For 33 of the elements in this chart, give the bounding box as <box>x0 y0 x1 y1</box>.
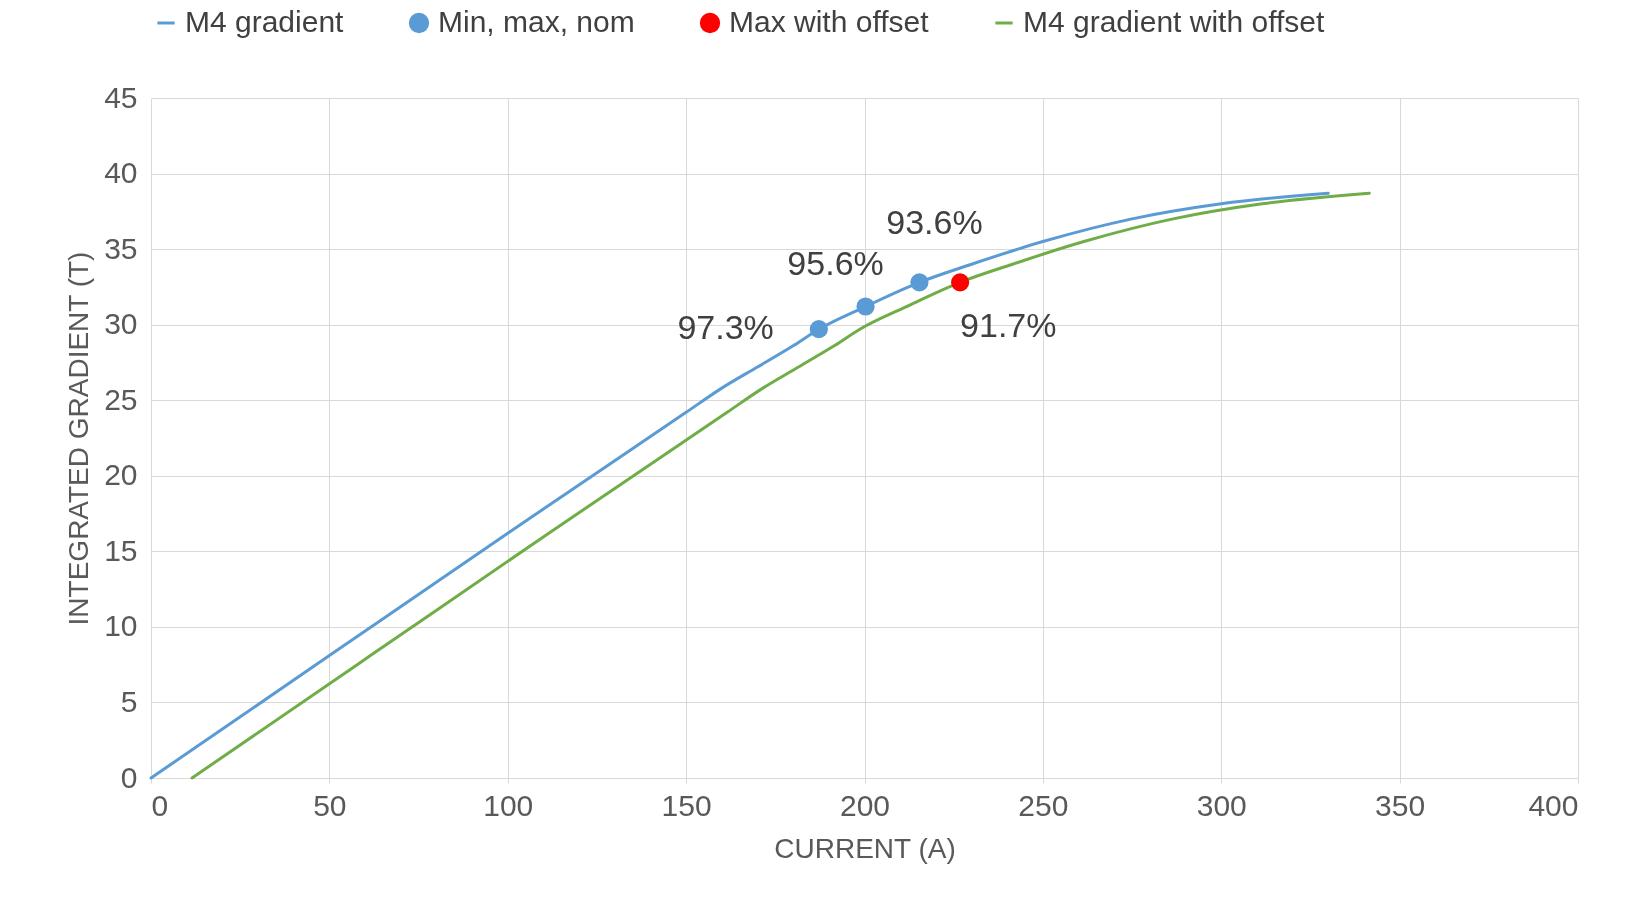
legend-label: Min, max, nom <box>438 5 635 38</box>
x-tick-label: 350 <box>1375 788 1426 822</box>
annotation: 95.6% <box>787 243 884 282</box>
y-tick-label: 15 <box>104 533 138 567</box>
y-tick-label: 45 <box>104 80 138 114</box>
point <box>809 320 828 339</box>
y-tick-label: 5 <box>120 684 138 718</box>
point <box>856 297 875 316</box>
point <box>951 273 970 292</box>
x-tick-label: 400 <box>1528 788 1579 822</box>
x-tick-label: 200 <box>839 788 891 822</box>
legend-label: Max with offset <box>729 5 930 38</box>
x-tick-label: 50 <box>313 788 347 822</box>
annotation: 91.7% <box>960 306 1057 345</box>
annotation: 97.3% <box>677 308 774 347</box>
point <box>910 273 929 292</box>
x-axis-title: CURRENT (A) <box>774 832 956 864</box>
y-tick-label: 0 <box>120 760 138 794</box>
x-tick-label: 300 <box>1196 788 1247 822</box>
legend-label: M4 gradient with offset <box>1023 5 1325 38</box>
y-tick-label: 40 <box>104 156 138 190</box>
y-tick-label: 30 <box>104 307 138 341</box>
y-tick-label: 10 <box>104 609 138 643</box>
x-tick-label: 100 <box>483 788 534 822</box>
y-tick-label: 25 <box>104 382 138 416</box>
annotation: 93.6% <box>886 203 983 242</box>
y-tick-label: 20 <box>104 458 138 492</box>
x-tick-label: 0 <box>151 788 169 822</box>
x-tick-label: 250 <box>1018 788 1069 822</box>
y-tick-label: 35 <box>104 231 138 265</box>
x-tick-label: 150 <box>661 788 712 822</box>
y-axis-title: INTEGRATED GRADIENT (T) <box>63 251 95 626</box>
legend-label: M4 gradient <box>185 5 345 38</box>
